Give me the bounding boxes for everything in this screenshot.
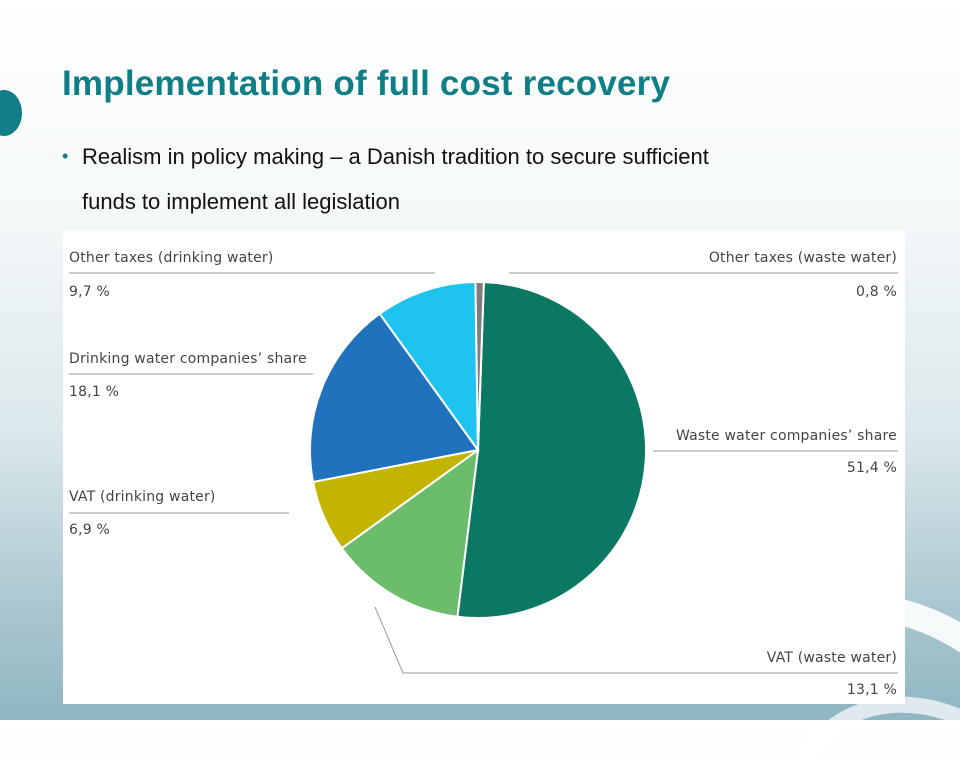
leader-line-vat-waste [374, 606, 898, 674]
slide: Implementation of full cost recovery • R… [0, 64, 905, 704]
slice-label-waste-companies: Waste water companies’ share [675, 428, 897, 444]
slice-label-vat-waste: VAT (waste water) [766, 650, 897, 666]
pie-slice-drinking-water-companies-share [308, 312, 480, 484]
bullet-text: Realism in policy making – a Danish trad… [82, 134, 709, 224]
slice-label-drinking-companies: Drinking water companies’ share [69, 351, 307, 367]
slice-value-vat-drinking: 6,9 % [69, 522, 111, 538]
slice-value-drinking-companies: 18,1 % [69, 384, 120, 400]
slice-label-other-taxes-drinking: Other taxes (drinking water) [69, 250, 274, 266]
pie-slice-other-taxes-drinking-water [378, 281, 480, 454]
bullet-item: • Realism in policy making – a Danish tr… [62, 134, 892, 224]
slice-value-other-taxes-drinking: 9,7 % [69, 284, 111, 300]
pie-chart [69, 272, 898, 674]
bullet-text-line-1: Realism in policy making – a Danish trad… [82, 144, 709, 169]
pie-chart-panel: Other taxes (drinking water) 9,7 % Other… [63, 231, 905, 704]
slice-value-waste-companies: 51,4 % [846, 460, 897, 476]
slice-label-vat-drinking: VAT (drinking water) [69, 489, 216, 505]
slice-label-other-taxes-waste: Other taxes (waste water) [708, 250, 897, 266]
pie-slice-vat-waste-water [340, 447, 480, 618]
pie-slices [308, 281, 647, 619]
side-decoration-dot [0, 90, 22, 136]
slice-value-other-taxes-waste: 0,8 % [855, 284, 897, 300]
bullet-marker: • [62, 146, 69, 166]
slice-value-vat-waste: 13,1 % [846, 682, 897, 698]
leader-lines [69, 272, 898, 674]
pie-slice-waste-water-companies-share [456, 281, 647, 619]
bullet-text-line-2: funds to implement all legislation [82, 189, 400, 214]
pie-slice-other-taxes-waste-water [474, 281, 485, 451]
slide-title: Implementation of full cost recovery [62, 64, 671, 103]
